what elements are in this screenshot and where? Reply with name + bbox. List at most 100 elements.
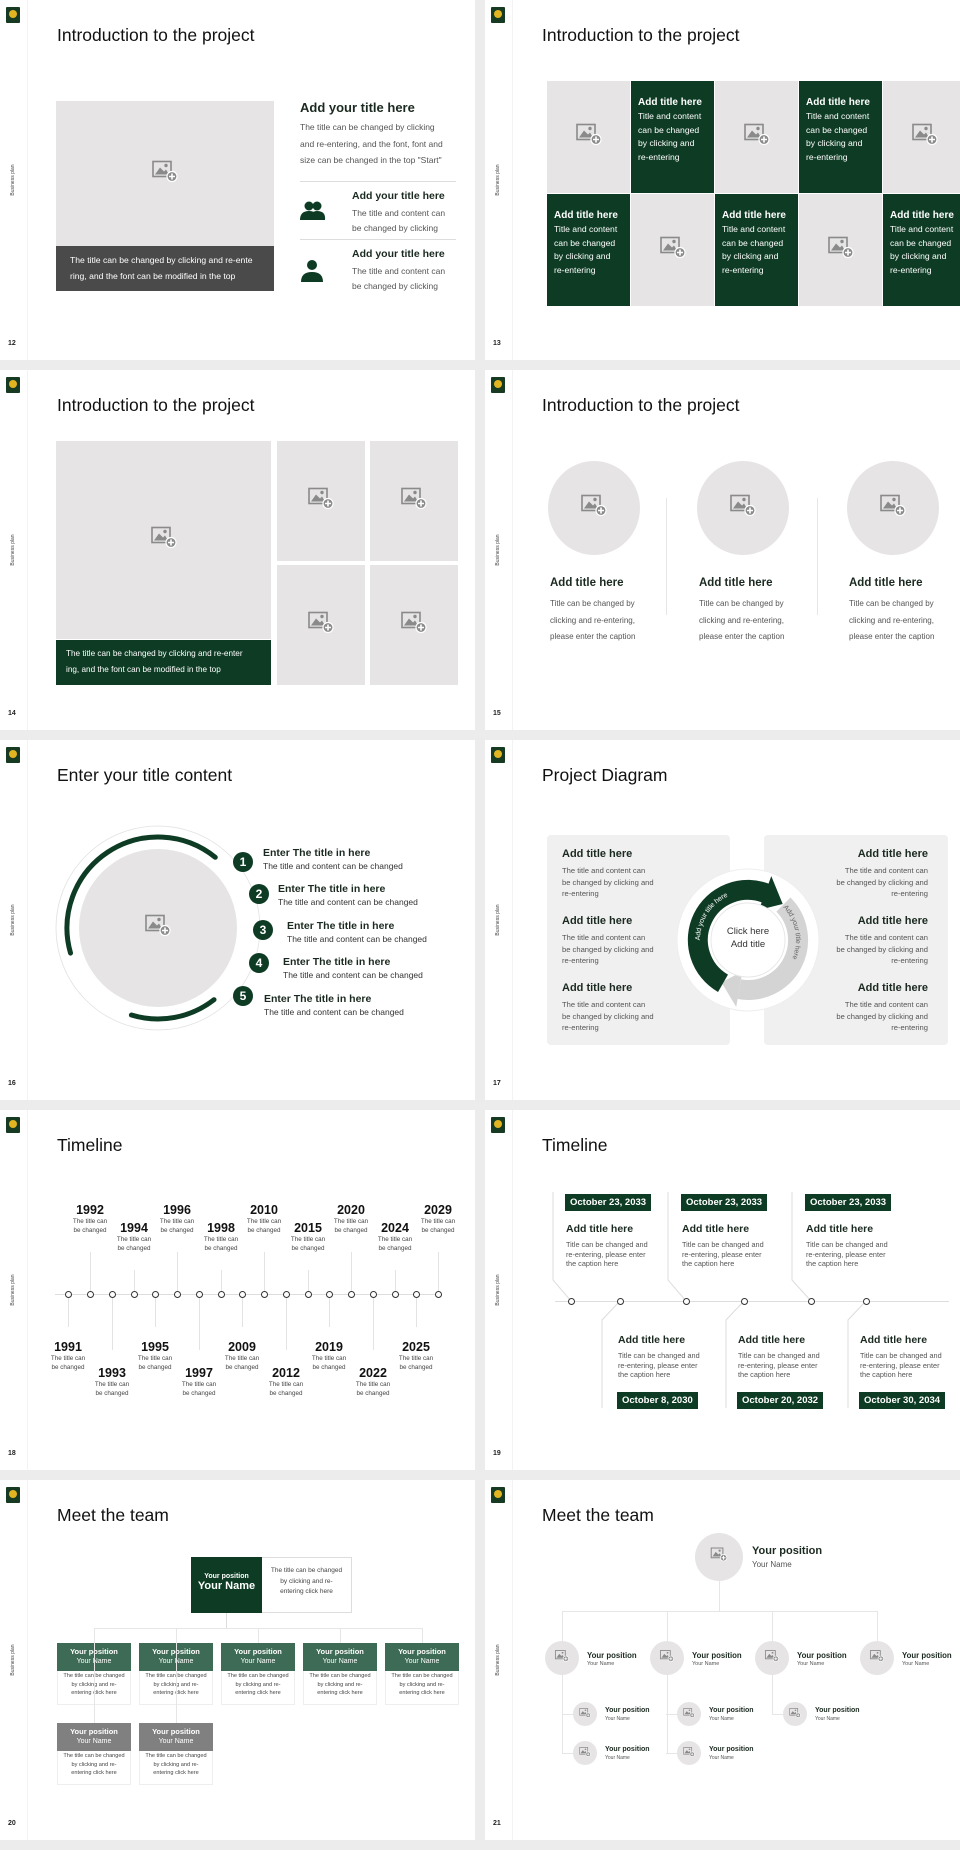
image-placeholder[interactable] xyxy=(56,441,271,639)
staff-position: Your position xyxy=(709,1707,754,1714)
event-title: Add title here xyxy=(682,1223,750,1235)
connector-line xyxy=(667,1192,687,1302)
timeline-node[interactable] xyxy=(412,1290,420,1298)
sidebar-label: Business plan xyxy=(10,534,16,566)
timeline-node[interactable] xyxy=(260,1290,268,1298)
timeline-node[interactable] xyxy=(862,1297,870,1305)
timeline-node[interactable] xyxy=(282,1290,290,1298)
page-number: 14 xyxy=(8,710,16,717)
timeline-node[interactable] xyxy=(217,1290,225,1298)
member-description: The title can be changed by clicking and… xyxy=(57,1751,131,1785)
staff-position: Your position xyxy=(709,1746,754,1753)
member-header: Your position Your Name xyxy=(57,1723,131,1751)
text-line: be changed xyxy=(291,1245,325,1252)
image-placeholder[interactable] xyxy=(277,441,365,561)
slide-15[interactable]: Business plan 15 Introduction to the proje… xyxy=(485,370,960,730)
text-line: The title can be changed by clicking xyxy=(300,122,435,132)
slide-13[interactable]: Business plan 13 Introduction to the proje… xyxy=(485,0,960,360)
slide-16[interactable]: Business plan 16 Enter your title content 1… xyxy=(0,740,475,1100)
slide-21[interactable]: Business plan 21 Meet the team Your positio… xyxy=(485,1480,960,1840)
member-name: Your Name xyxy=(158,1658,194,1665)
timeline-node[interactable] xyxy=(173,1290,181,1298)
timeline-node[interactable] xyxy=(238,1290,246,1298)
text-line: The title can xyxy=(355,1381,391,1388)
timeline-event: 2020 The title can be changed xyxy=(326,1203,376,1235)
image-placeholder-icon xyxy=(145,914,171,942)
text-line: The title can xyxy=(246,1218,282,1225)
text-line: re-entering xyxy=(562,1023,599,1033)
image-placeholder[interactable] xyxy=(883,81,960,193)
slide-14[interactable]: Business plan 14 Introduction to the proje… xyxy=(0,370,475,730)
slide-19[interactable]: Business plan 19 Timeline October 23, 2033 A… xyxy=(485,1110,960,1470)
image-placeholder[interactable] xyxy=(695,1533,743,1581)
event-year: 1991 xyxy=(54,1340,82,1354)
image-placeholder[interactable] xyxy=(755,1641,789,1675)
event-text: The title can be changed xyxy=(152,1217,202,1235)
image-placeholder-icon xyxy=(683,1705,695,1723)
sidebar-divider xyxy=(512,370,513,730)
image-placeholder[interactable] xyxy=(370,565,458,685)
image-placeholder[interactable] xyxy=(573,1702,597,1726)
timeline-node[interactable] xyxy=(130,1290,138,1298)
image-placeholder[interactable] xyxy=(56,101,274,246)
image-placeholder-icon xyxy=(554,1649,569,1667)
timeline-node[interactable] xyxy=(434,1290,442,1298)
image-placeholder[interactable] xyxy=(677,1702,701,1726)
event-year: 1994 xyxy=(120,1221,148,1235)
member-header: Your position Your Name xyxy=(385,1643,459,1671)
text-line: the caption here xyxy=(566,1259,619,1269)
image-placeholder[interactable] xyxy=(650,1641,684,1675)
timeline-node[interactable] xyxy=(151,1290,159,1298)
date-badge: October 23, 2033 xyxy=(681,1194,768,1211)
number-badge: 2 xyxy=(249,884,269,904)
timeline-node[interactable] xyxy=(325,1290,333,1298)
slide-17[interactable]: Business plan 17 Project Diagram Add title … xyxy=(485,740,960,1100)
timeline-node[interactable] xyxy=(195,1290,203,1298)
image-placeholder[interactable] xyxy=(783,1702,807,1726)
slide-title: Introduction to the project xyxy=(57,25,255,45)
timeline-node[interactable] xyxy=(86,1290,94,1298)
image-placeholder-icon xyxy=(579,1705,591,1723)
image-placeholder[interactable] xyxy=(799,194,882,306)
image-placeholder[interactable] xyxy=(79,849,237,1007)
text-line: be changed xyxy=(204,1245,238,1252)
timeline-node[interactable] xyxy=(616,1297,624,1305)
slide-18[interactable]: Business plan 18 Timeline 1991 The title can… xyxy=(0,1110,475,1470)
slide-title: Timeline xyxy=(57,1135,123,1155)
accent-arc xyxy=(128,997,217,1022)
text-line: Title and content xyxy=(890,224,954,234)
sidebar-divider xyxy=(512,740,513,1100)
timeline-node[interactable] xyxy=(369,1290,377,1298)
image-placeholder[interactable] xyxy=(547,81,630,193)
timeline-node[interactable] xyxy=(567,1297,575,1305)
timeline-node[interactable] xyxy=(807,1297,815,1305)
timeline-node[interactable] xyxy=(740,1297,748,1305)
text-line: be changed xyxy=(95,1390,129,1397)
timeline-node[interactable] xyxy=(391,1290,399,1298)
image-placeholder[interactable] xyxy=(545,1641,579,1675)
timeline-node[interactable] xyxy=(347,1290,355,1298)
slide-12[interactable]: Business plan 12 Introduction to the proje… xyxy=(0,0,475,360)
image-placeholder[interactable] xyxy=(631,194,714,306)
image-placeholder[interactable] xyxy=(860,1641,894,1675)
image-placeholder[interactable] xyxy=(370,441,458,561)
image-placeholder[interactable] xyxy=(573,1741,597,1765)
timeline-node[interactable] xyxy=(108,1290,116,1298)
timeline-node[interactable] xyxy=(304,1290,312,1298)
timeline-node[interactable] xyxy=(682,1297,690,1305)
event-text: The title can be changed xyxy=(130,1354,180,1372)
image-placeholder[interactable] xyxy=(697,461,789,555)
slide-20[interactable]: Business plan 20 Meet the team Your positio… xyxy=(0,1480,475,1840)
image-placeholder[interactable] xyxy=(847,461,939,555)
connector xyxy=(562,1611,563,1641)
member-header: Your position Your Name xyxy=(221,1643,295,1671)
timeline-node[interactable] xyxy=(64,1290,72,1298)
cell-title: Add title here xyxy=(722,210,786,221)
image-placeholder[interactable] xyxy=(548,461,640,555)
text-line: please enter the caption xyxy=(550,632,636,641)
image-placeholder[interactable] xyxy=(677,1741,701,1765)
text-line: The title can xyxy=(311,1355,347,1362)
image-placeholder[interactable] xyxy=(715,81,798,193)
image-placeholder[interactable] xyxy=(277,565,365,685)
circle-graphic xyxy=(55,825,261,1031)
